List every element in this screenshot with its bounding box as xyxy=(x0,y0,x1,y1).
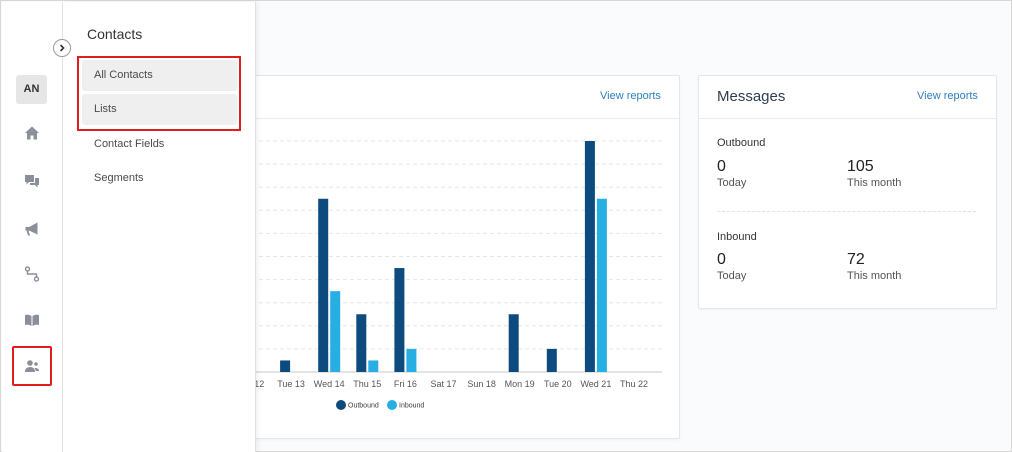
bar-inbound-fri-16 xyxy=(406,348,417,372)
legend-inbound-swatch xyxy=(387,400,397,410)
outbound-today-label: Today xyxy=(717,177,747,189)
icon-rail: AN xyxy=(2,2,63,452)
chart-view-reports-link[interactable]: View reports xyxy=(600,90,661,102)
outbound-month-label: This month xyxy=(847,177,902,189)
x-tick-label: Tue 13 xyxy=(277,379,305,389)
x-tick-label: Wed 14 xyxy=(314,379,345,389)
x-tick-label: Wed 21 xyxy=(580,379,611,389)
messages-card-header: Messages View reports xyxy=(699,76,996,119)
x-tick-label: Sat 17 xyxy=(430,379,456,389)
inbound-label: Inbound xyxy=(717,231,757,243)
bar-outbound-wed-21 xyxy=(584,141,595,372)
bar-inbound-wed-21 xyxy=(596,198,607,372)
messages-card-title: Messages xyxy=(717,88,786,105)
chat-icon[interactable] xyxy=(16,167,47,195)
home-icon[interactable] xyxy=(16,119,47,147)
contacts-flyout: Contacts All Contacts Lists Contact Fiel… xyxy=(63,2,256,452)
inbound-month-value: 72 xyxy=(847,251,865,268)
bar-outbound-tue-20 xyxy=(546,348,557,372)
inbound-today-value: 0 xyxy=(717,251,726,268)
outbound-label: Outbound xyxy=(717,137,766,149)
messages-view-reports-link[interactable]: View reports xyxy=(917,90,978,102)
flyout-title: Contacts xyxy=(87,26,143,42)
outbound-month-value: 105 xyxy=(847,158,874,175)
collapse-panel-button[interactable] xyxy=(53,39,71,57)
inbound-month-label: This month xyxy=(847,270,902,282)
x-tick-label: Sun 18 xyxy=(467,379,496,389)
bar-outbound-fri-16 xyxy=(394,268,405,372)
inbound-today-label: Today xyxy=(717,270,747,282)
x-tick-label: Tue 20 xyxy=(544,379,572,389)
contacts-icon[interactable] xyxy=(12,346,52,386)
menu-item-all-contacts[interactable]: All Contacts xyxy=(82,60,237,91)
messages-card: Messages View reports Outbound 0 Today 1… xyxy=(698,75,997,309)
chevron-right-icon xyxy=(59,44,65,52)
x-tick-label: Fri 16 xyxy=(394,379,417,389)
x-tick-label: Thu 15 xyxy=(353,379,381,389)
bar-outbound-thu-15 xyxy=(356,314,367,372)
flow-icon[interactable] xyxy=(16,260,47,288)
messages-divider xyxy=(717,211,976,212)
bar-outbound-wed-14 xyxy=(318,198,329,372)
x-tick-label: Thu 22 xyxy=(620,379,648,389)
book-icon[interactable] xyxy=(16,306,47,334)
legend-inbound-label: Inbound xyxy=(399,403,424,410)
outbound-today-value: 0 xyxy=(717,158,726,175)
bar-inbound-thu-15 xyxy=(368,360,379,372)
megaphone-icon[interactable] xyxy=(16,215,47,243)
bar-inbound-wed-14 xyxy=(330,291,341,372)
bar-outbound-tue-13 xyxy=(280,360,291,372)
menu-highlight-box xyxy=(77,56,241,131)
x-tick-label: Mon 19 xyxy=(505,379,535,389)
user-avatar[interactable]: AN xyxy=(16,75,47,104)
legend-outbound-label: Outbound xyxy=(348,403,379,410)
menu-item-contact-fields[interactable]: Contact Fields xyxy=(94,138,165,150)
menu-item-segments[interactable]: Segments xyxy=(94,172,144,184)
bar-outbound-mon-19 xyxy=(508,314,519,372)
menu-item-lists[interactable]: Lists xyxy=(82,94,237,125)
legend-outbound-swatch xyxy=(336,400,346,410)
chart-card-header: View reports xyxy=(122,76,679,119)
